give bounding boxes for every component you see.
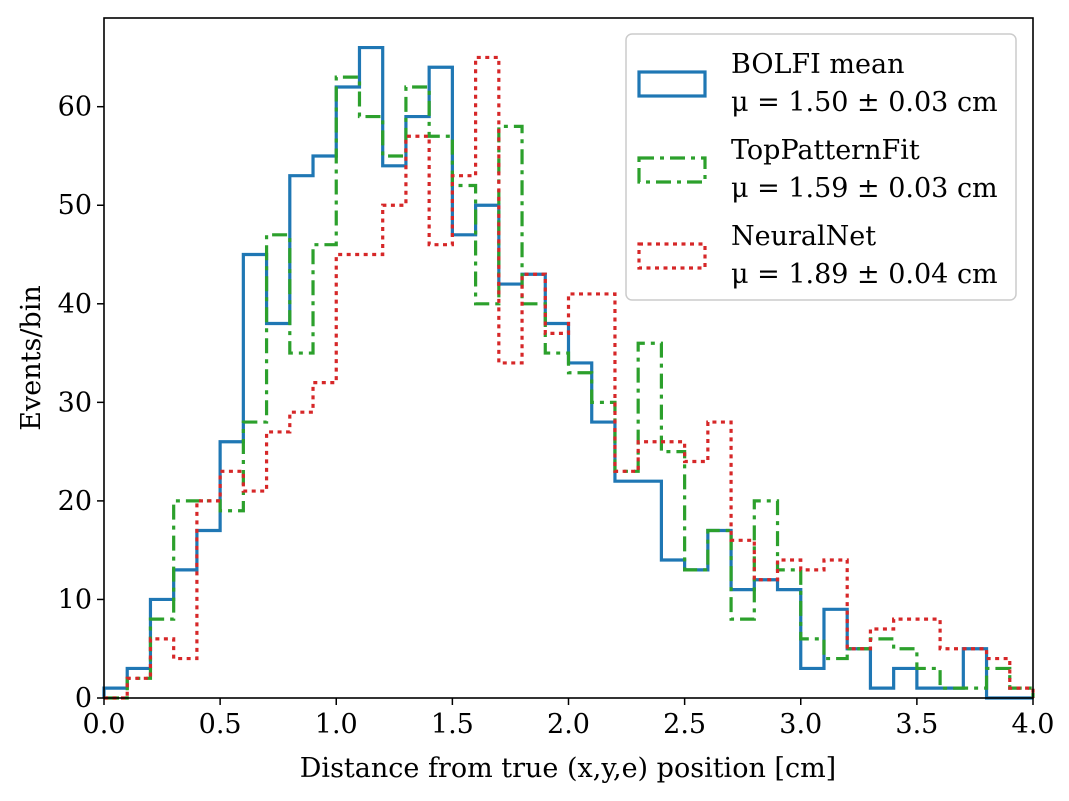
x-tick-label: 3.0 (779, 709, 822, 740)
x-tick-label: 1.0 (315, 709, 358, 740)
x-tick-label: 4.0 (1012, 709, 1055, 740)
histogram-series-layer (102, 45, 1035, 700)
legend-box (625, 33, 1017, 301)
x-tick-label: 2.0 (547, 709, 590, 740)
y-tick-label: 20 (58, 486, 92, 517)
legend-label-bolfi-mean: BOLFI mean (731, 49, 904, 80)
legend-stat-toppatternfit: μ = 1.59 ± 0.03 cm (731, 173, 998, 204)
x-axis-ticks: 0.0 0.5 1.0 1.5 2.0 2.5 3.0 3.5 4.0 (83, 698, 1055, 740)
x-tick-label: 0.5 (199, 709, 242, 740)
legend-swatch-bolfi-mean (637, 70, 707, 98)
legend-label-toppatternfit: TopPatternFit (731, 135, 920, 166)
x-tick-label: 2.5 (663, 709, 706, 740)
legend-label-neuralnet: NeuralNet (731, 221, 876, 252)
legend-swatch-toppatternfit (637, 156, 707, 184)
y-axis-ticks: 0 10 20 30 40 50 60 (58, 92, 104, 714)
y-tick-label: 50 (58, 190, 92, 221)
series-neuralnet-step-line (104, 55, 1035, 700)
y-tick-label: 40 (58, 289, 92, 320)
legend: BOLFI mean μ = 1.50 ± 0.03 cm TopPatternFi… (625, 33, 1017, 301)
x-tick-label: 0.0 (83, 709, 126, 740)
y-tick-label: 0 (75, 683, 92, 714)
legend-items: BOLFI mean μ = 1.50 ± 0.03 cm TopPatternFi… (637, 49, 998, 290)
legend-swatch-neuralnet (637, 242, 707, 270)
legend-stat-neuralnet: μ = 1.89 ± 0.04 cm (731, 259, 998, 290)
y-tick-label: 10 (58, 584, 92, 615)
y-tick-label: 30 (58, 387, 92, 418)
x-tick-label: 3.5 (895, 709, 938, 740)
x-axis-label: Distance from true (x,y,e) position [cm] (300, 753, 836, 784)
y-axis-label: Events/bin (16, 285, 47, 430)
y-tick-label: 60 (58, 92, 92, 123)
legend-stat-bolfi-mean: μ = 1.50 ± 0.03 cm (731, 87, 998, 118)
x-tick-label: 1.5 (431, 709, 474, 740)
